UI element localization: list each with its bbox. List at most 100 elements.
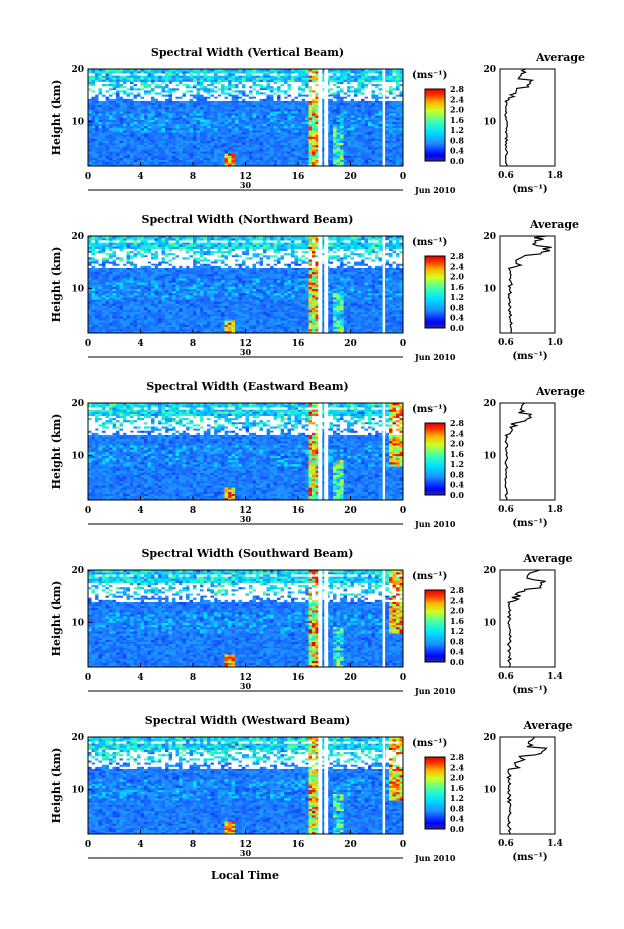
heatmap-cell xyxy=(193,242,197,245)
heatmap-cell xyxy=(385,157,390,160)
heatmap-cell xyxy=(109,261,113,264)
heatmap-cell xyxy=(186,250,190,254)
heatmap-cell xyxy=(315,102,320,106)
heatmap-cell xyxy=(284,142,288,146)
heatmap-cell xyxy=(235,151,239,154)
heatmap-cell xyxy=(196,267,201,271)
heatmap-cell xyxy=(203,142,208,146)
heatmap-cell xyxy=(161,242,166,245)
heatmap-cell xyxy=(102,250,106,254)
heatmap-cell xyxy=(238,128,243,131)
heatmap-cell xyxy=(305,69,309,72)
heatmap-cell xyxy=(308,104,313,108)
heatmap-cell xyxy=(165,297,169,300)
data-gap xyxy=(102,85,106,89)
heatmap-cell xyxy=(161,259,166,262)
heatmap-cell xyxy=(221,77,225,80)
heatmap-cell xyxy=(252,134,257,137)
data-gap xyxy=(210,259,215,262)
heatmap-cell xyxy=(98,238,103,241)
heatmap-cell xyxy=(105,142,110,146)
heatmap-cell xyxy=(123,246,127,249)
heatmap-cell xyxy=(144,151,148,154)
heatmap-cell xyxy=(259,75,264,78)
heatmap-cell xyxy=(291,117,295,120)
heatmap-cell xyxy=(172,149,176,152)
heatmap-cell xyxy=(354,119,358,123)
heatmap-cell xyxy=(228,87,232,91)
heatmap-cell xyxy=(151,307,155,311)
heatmap-cell xyxy=(375,100,379,104)
heatmap-cell xyxy=(308,155,313,158)
heatmap-cell xyxy=(137,144,141,148)
heatmap-cell xyxy=(196,73,201,76)
heatmap-cell xyxy=(214,90,218,93)
data-gap xyxy=(147,96,152,99)
heatmap-cell xyxy=(389,157,393,160)
heatmap-cell xyxy=(133,69,138,72)
data-gap xyxy=(224,98,229,101)
heatmap-cell xyxy=(333,100,337,104)
heatmap-cell xyxy=(266,94,271,97)
heatmap-cell xyxy=(231,98,236,101)
data-gap xyxy=(368,98,372,101)
heatmap-cell xyxy=(312,106,316,110)
heatmap-cell xyxy=(396,128,400,131)
heatmap-cell xyxy=(112,147,117,150)
heatmap-cell xyxy=(228,157,232,160)
data-gap xyxy=(98,252,103,256)
heatmap-cell xyxy=(116,299,120,302)
heatmap-cell xyxy=(235,316,239,319)
heatmap-cell xyxy=(123,301,127,304)
heatmap-cell xyxy=(396,87,400,91)
heatmap-cell xyxy=(123,290,127,294)
heatmap-cell xyxy=(280,123,285,127)
heatmap-cell xyxy=(210,311,215,315)
data-gap xyxy=(291,83,295,87)
heatmap-cell xyxy=(200,301,204,304)
heatmap-cell xyxy=(308,151,313,154)
heatmap-cell xyxy=(214,85,218,89)
heatmap-cell xyxy=(112,77,117,80)
data-gap xyxy=(95,254,99,258)
heatmap-cell xyxy=(161,157,166,160)
heatmap-cell xyxy=(399,123,404,127)
heatmap-cell xyxy=(214,295,218,298)
heatmap-cell xyxy=(126,87,131,91)
data-gap xyxy=(207,261,211,264)
data-gap xyxy=(371,87,376,91)
heatmap-cell xyxy=(235,328,239,332)
heatmap-cell xyxy=(144,79,148,82)
heatmap-cell xyxy=(109,254,113,258)
heatmap-cell xyxy=(137,244,141,247)
heatmap-cell xyxy=(189,117,194,120)
heatmap-cell xyxy=(301,157,306,160)
heatmap-cell xyxy=(133,94,138,97)
heatmap-cell xyxy=(235,115,239,118)
heatmap-cell xyxy=(102,311,106,315)
data-gap xyxy=(116,259,120,262)
heatmap-cell xyxy=(196,307,201,311)
heatmap-cell xyxy=(172,309,176,313)
heatmap-cell xyxy=(399,147,404,150)
data-gap xyxy=(343,85,348,89)
data-gap xyxy=(354,85,358,89)
heatmap-cell xyxy=(91,147,96,150)
heatmap-cell xyxy=(144,280,148,283)
heatmap-cell xyxy=(221,115,225,118)
heatmap-cell xyxy=(235,330,239,334)
heatmap-cell xyxy=(207,90,211,93)
heatmap-cell xyxy=(217,136,222,139)
heatmap-cell xyxy=(298,109,302,112)
heatmap-cell xyxy=(88,79,92,82)
heatmap-cell xyxy=(207,163,211,167)
heatmap-cell xyxy=(214,106,218,110)
heatmap-cell xyxy=(102,282,106,285)
data-gap xyxy=(200,73,204,76)
heatmap-cell xyxy=(200,284,204,287)
heatmap-cell xyxy=(235,263,239,266)
heatmap-cell xyxy=(196,282,201,285)
heatmap-cell xyxy=(137,238,141,241)
heatmap-cell xyxy=(126,292,131,296)
heatmap-cell xyxy=(189,119,194,123)
